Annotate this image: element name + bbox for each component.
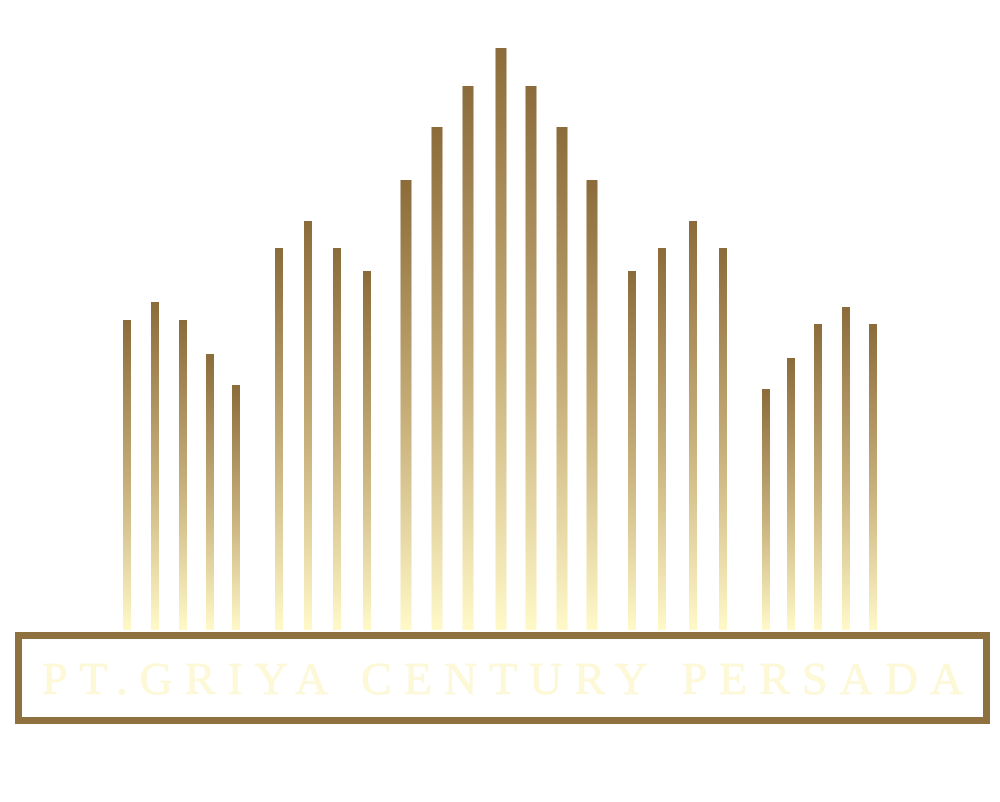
logo-bar — [869, 324, 877, 630]
logo-bar — [689, 221, 697, 630]
logo-bar — [151, 302, 159, 630]
logo-bar — [658, 248, 666, 630]
logo-bar — [179, 320, 187, 630]
logo-bar — [525, 86, 537, 630]
logo-bar — [719, 248, 727, 630]
logo-bar — [363, 271, 371, 630]
company-name: PT.GRIYA CENTURY PERSADA — [41, 652, 976, 704]
logo-bar — [556, 127, 568, 630]
logo-bar — [842, 307, 850, 630]
logo-bar — [333, 248, 341, 630]
logo-bar — [762, 389, 770, 630]
logo-bar — [495, 48, 507, 630]
logo-bar — [787, 358, 795, 630]
logo-bar — [814, 324, 822, 630]
logo-bar — [304, 221, 312, 630]
logo-bar — [275, 248, 283, 630]
logo-bar — [628, 271, 636, 630]
company-name-frame: PT.GRIYA CENTURY PERSADA — [15, 632, 990, 724]
logo-bar — [400, 180, 412, 630]
logo-bar — [123, 320, 131, 630]
logo-bar — [586, 180, 598, 630]
logo-bar — [462, 86, 474, 630]
logo-bar — [431, 127, 443, 630]
logo-bar — [232, 385, 240, 630]
logo-bar — [206, 354, 214, 630]
